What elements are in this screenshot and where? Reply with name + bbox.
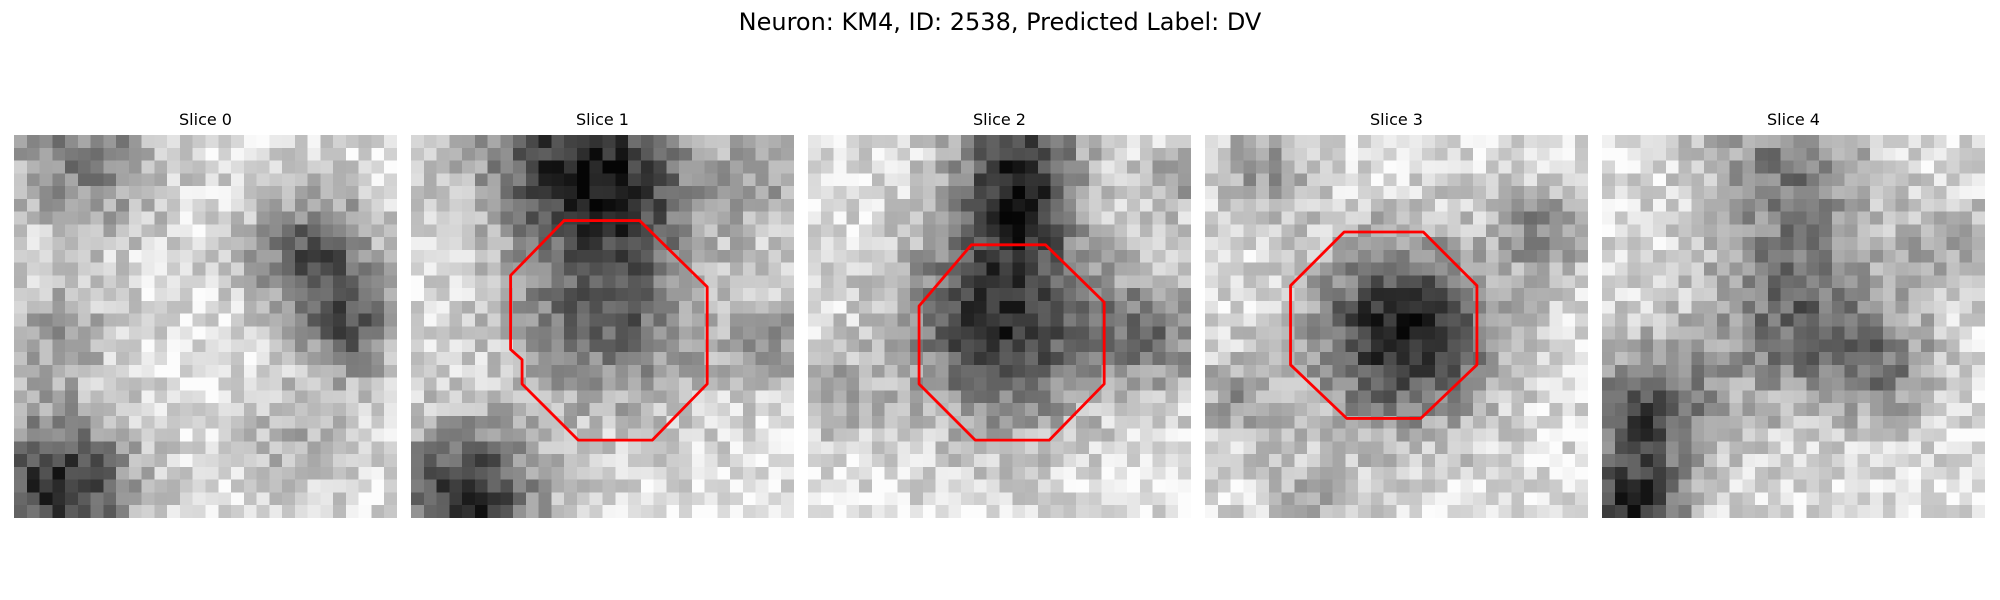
roi-outline-3 [1289, 230, 1479, 420]
figure-title: Neuron: KM4, ID: 2538, Predicted Label: … [738, 8, 1262, 36]
roi-outline-1 [509, 219, 709, 442]
slice-title-3: Slice 3 [1370, 110, 1423, 129]
slice-title-0: Slice 0 [179, 110, 232, 129]
slice-title-1: Slice 1 [576, 110, 629, 129]
slice-title-2: Slice 2 [973, 110, 1026, 129]
slice-image-3 [1205, 135, 1588, 518]
roi-outline-2 [917, 243, 1106, 442]
slice-image-1 [411, 135, 794, 518]
slice-image-0 [14, 135, 397, 518]
slice-title-4: Slice 4 [1767, 110, 1820, 129]
slice-image-4 [1602, 135, 1985, 518]
slice-image-2 [808, 135, 1191, 518]
